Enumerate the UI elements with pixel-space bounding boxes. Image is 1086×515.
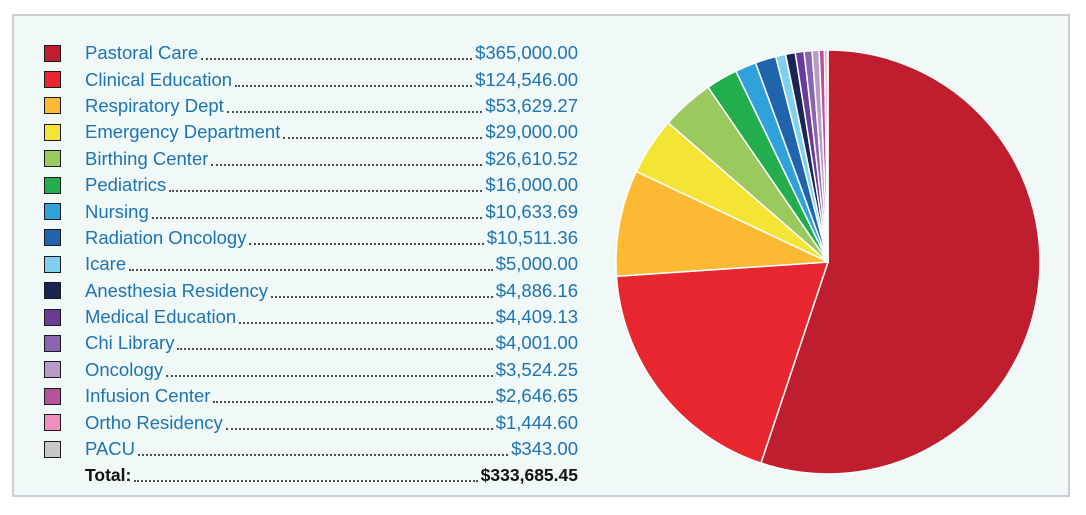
legend-value: $1,444.60 <box>495 411 578 433</box>
legend-value: $124,546.00 <box>475 68 578 90</box>
legend-swatch <box>44 255 61 273</box>
legend-value: $26,610.52 <box>485 147 578 169</box>
legend-item-chi-library: Chi Library $4,001.00 <box>44 330 578 356</box>
dot-leader <box>177 348 493 351</box>
legend-label: Anesthesia Residency <box>85 279 269 301</box>
legend-swatch <box>44 334 61 352</box>
legend-label: Ortho Residency <box>85 411 223 433</box>
dot-leader <box>169 190 483 193</box>
legend-label: Emergency Department <box>85 121 281 143</box>
dot-leader <box>235 84 473 87</box>
dot-leader <box>225 427 493 430</box>
pie-slice-pacu <box>826 49 829 263</box>
legend-swatch <box>44 203 61 221</box>
legend-swatch <box>44 71 61 89</box>
pie-chart <box>606 42 1050 482</box>
legend-value: $2,646.65 <box>495 385 578 407</box>
legend: Pastoral Care $365,000.00 Clinical Educati… <box>44 40 578 489</box>
legend-label: Medical Education <box>85 306 237 328</box>
legend-total-row: Total: $333,685.45 <box>44 462 578 488</box>
legend-item-pacu: PACU $343.00 <box>44 436 578 462</box>
dot-leader <box>271 295 493 298</box>
legend-item-respiratory-dept: Respiratory Dept $53,629.27 <box>44 93 578 119</box>
dot-leader <box>129 269 493 272</box>
chart-panel: Pastoral Care $365,000.00 Clinical Educati… <box>12 14 1070 497</box>
legend-swatch <box>44 150 61 168</box>
legend-swatch <box>44 361 61 379</box>
legend-item-ortho-residency: Ortho Residency $1,444.60 <box>44 409 578 435</box>
legend-value: $4,001.00 <box>495 332 578 354</box>
legend-label: Icare <box>85 253 127 275</box>
legend-swatch <box>44 282 61 300</box>
legend-swatch <box>44 97 61 115</box>
pie-slice-pastoral-care <box>760 49 1041 475</box>
total-value: $333,685.45 <box>480 464 578 485</box>
legend-swatch <box>44 387 61 405</box>
legend-value: $3,524.25 <box>495 358 578 380</box>
dot-leader <box>249 242 484 245</box>
legend-label: Birthing Center <box>85 147 209 169</box>
legend-label: Pediatrics <box>85 174 167 196</box>
legend-item-clinical-education: Clinical Education $124,546.00 <box>44 66 578 92</box>
legend-item-infusion-center: Infusion Center $2,646.65 <box>44 383 578 409</box>
legend-swatch <box>44 176 61 194</box>
legend-label: Radiation Oncology <box>85 226 247 248</box>
legend-value: $10,633.69 <box>485 200 578 222</box>
dot-leader <box>213 401 493 404</box>
legend-item-icare: Icare $5,000.00 <box>44 251 578 277</box>
legend-item-oncology: Oncology $3,524.25 <box>44 357 578 383</box>
pie-svg <box>615 49 1041 475</box>
legend-value: $10,511.36 <box>486 226 578 248</box>
legend-swatch <box>44 440 61 458</box>
legend-item-anesthesia-residency: Anesthesia Residency $4,886.16 <box>44 278 578 304</box>
legend-swatch <box>44 229 61 247</box>
dot-leader <box>201 58 473 61</box>
legend-value: $343.00 <box>511 438 578 460</box>
legend-value: $365,000.00 <box>475 42 578 64</box>
legend-label: Respiratory Dept <box>85 94 224 116</box>
legend-swatch <box>44 123 61 141</box>
legend-value: $29,000.00 <box>485 121 578 143</box>
legend-item-radiation-oncology: Radiation Oncology $10,511.36 <box>44 225 578 251</box>
legend-label: Clinical Education <box>85 68 233 90</box>
legend-label: Nursing <box>85 200 149 222</box>
pie-slice-respiratory-dept <box>615 170 829 278</box>
dot-leader <box>283 137 483 140</box>
dot-leader <box>211 163 483 166</box>
legend-item-medical-education: Medical Education $4,409.13 <box>44 304 578 330</box>
legend-label: PACU <box>85 438 136 460</box>
legend-label: Infusion Center <box>85 385 211 407</box>
legend-label: Oncology <box>85 358 164 380</box>
legend-item-nursing: Nursing $10,633.69 <box>44 198 578 224</box>
legend-item-pastoral-care: Pastoral Care $365,000.00 <box>44 40 578 66</box>
total-label: Total: <box>85 464 132 485</box>
legend-value: $5,000.00 <box>495 253 578 275</box>
legend-value: $4,886.16 <box>495 279 578 301</box>
dot-leader <box>134 480 478 483</box>
legend-swatch <box>44 44 61 62</box>
legend-swatch <box>44 308 61 326</box>
dot-leader <box>239 322 493 325</box>
legend-item-pediatrics: Pediatrics $16,000.00 <box>44 172 578 198</box>
legend-item-birthing-center: Birthing Center $26,610.52 <box>44 146 578 172</box>
legend-label: Chi Library <box>85 332 175 354</box>
legend-value: $53,629.27 <box>485 94 578 116</box>
dot-leader <box>166 374 493 377</box>
legend-swatch <box>44 414 61 432</box>
dot-leader <box>138 454 509 457</box>
dot-leader <box>226 110 483 113</box>
legend-label: Pastoral Care <box>85 42 199 64</box>
dot-leader <box>151 216 483 219</box>
legend-value: $16,000.00 <box>485 174 578 196</box>
pie-slice-clinical-education <box>615 261 829 464</box>
legend-value: $4,409.13 <box>495 306 578 328</box>
legend-item-emergency-department: Emergency Department $29,000.00 <box>44 119 578 145</box>
